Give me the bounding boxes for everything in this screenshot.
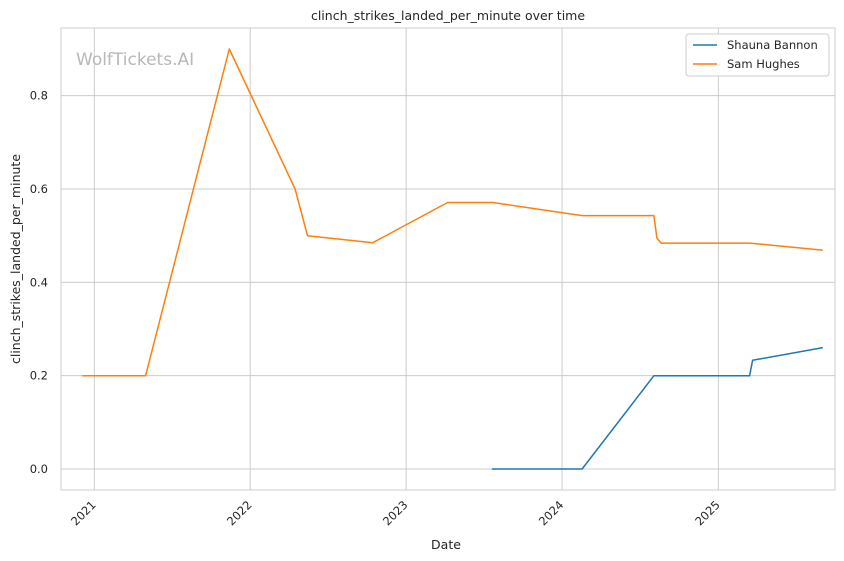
- plot-frame: [60, 27, 836, 491]
- legend-label: Sam Hughes: [727, 57, 800, 71]
- x-axis-label: Date: [431, 537, 461, 552]
- y-axis-label: clinch_strikes_landed_per_minute: [8, 154, 23, 364]
- x-tick-label: 2023: [380, 498, 411, 529]
- series-line-sam-hughes: [82, 48, 823, 377]
- series-lines: [82, 48, 823, 470]
- legend-box: [685, 33, 830, 77]
- plot-area: [61, 28, 835, 490]
- x-tick-label: 2022: [224, 498, 255, 529]
- watermark-text: WolfTickets.AI: [76, 50, 194, 70]
- x-tick-label: 2021: [68, 498, 99, 529]
- x-tick-labels: 2021 2022 2023 2024 2025: [68, 498, 723, 529]
- x-tick-label: 2025: [692, 498, 723, 529]
- grid-lines: [61, 28, 835, 490]
- chart-title: clinch_strikes_landed_per_minute over ti…: [311, 8, 585, 23]
- y-tick-label: 0.0: [30, 462, 48, 476]
- y-tick-label: 0.6: [30, 182, 48, 196]
- y-tick-label: 0.4: [30, 275, 48, 289]
- y-tick-label: 0.2: [30, 369, 48, 383]
- x-tick-label: 2024: [536, 498, 567, 529]
- legend: Shauna Bannon Sam Hughes: [685, 33, 830, 77]
- y-tick-labels: 0.0 0.2 0.4 0.6 0.8: [30, 89, 48, 476]
- y-tick-label: 0.8: [30, 89, 48, 103]
- legend-label: Shauna Bannon: [727, 38, 818, 52]
- series-line-shauna-bannon: [491, 346, 823, 470]
